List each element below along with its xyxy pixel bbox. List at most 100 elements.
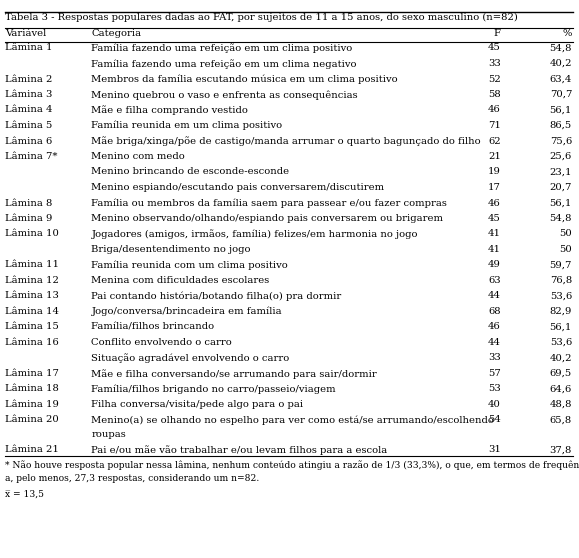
Text: 23,1: 23,1 <box>549 167 572 176</box>
Text: Lâmina 3: Lâmina 3 <box>5 90 52 99</box>
Text: 53,6: 53,6 <box>550 291 572 301</box>
Text: Lâmina 17: Lâmina 17 <box>5 369 59 378</box>
Text: Variável: Variável <box>5 28 46 37</box>
Text: Família fazendo uma refeição em um clima positivo: Família fazendo uma refeição em um clima… <box>91 44 353 54</box>
Text: 53,6: 53,6 <box>550 338 572 347</box>
Text: Lâmina 10: Lâmina 10 <box>5 229 59 238</box>
Text: 76,8: 76,8 <box>550 276 572 285</box>
Text: 56,1: 56,1 <box>549 199 572 208</box>
Text: Tabela 3 - Respostas populares dadas ao FAT, por sujeitos de 11 a 15 anos, do se: Tabela 3 - Respostas populares dadas ao … <box>5 12 518 22</box>
Text: 40,2: 40,2 <box>549 354 572 363</box>
Text: 50: 50 <box>559 245 572 254</box>
Text: Lâmina 20: Lâmina 20 <box>5 416 58 425</box>
Text: Lâmina 2: Lâmina 2 <box>5 75 52 84</box>
Text: Família/filhos brigando no carro/passeio/viagem: Família/filhos brigando no carro/passeio… <box>91 384 336 394</box>
Text: 57: 57 <box>488 369 501 378</box>
Text: 63: 63 <box>488 276 501 285</box>
Text: 63,4: 63,4 <box>549 75 572 84</box>
Text: Menino espiando/escutando pais conversarem/discutirem: Menino espiando/escutando pais conversar… <box>91 183 384 192</box>
Text: 20,7: 20,7 <box>549 183 572 192</box>
Text: 19: 19 <box>488 167 501 176</box>
Text: 46: 46 <box>488 323 501 331</box>
Text: 65,8: 65,8 <box>550 416 572 425</box>
Text: 40: 40 <box>488 400 501 409</box>
Text: %: % <box>563 28 572 37</box>
Text: 33: 33 <box>488 354 501 363</box>
Text: Lâmina 16: Lâmina 16 <box>5 338 58 347</box>
Text: 25,6: 25,6 <box>550 152 572 161</box>
Text: 75,6: 75,6 <box>550 137 572 146</box>
Text: 46: 46 <box>488 105 501 114</box>
Text: 53: 53 <box>488 384 501 393</box>
Text: 62: 62 <box>488 137 501 146</box>
Text: 17: 17 <box>488 183 501 192</box>
Text: Lâmina 7*: Lâmina 7* <box>5 152 57 161</box>
Text: Mãe e filha conversando/se arrumando para sair/dormir: Mãe e filha conversando/se arrumando par… <box>91 369 378 379</box>
Text: 45: 45 <box>488 44 501 52</box>
Text: Família reunida em um clima positivo: Família reunida em um clima positivo <box>91 121 283 131</box>
Text: Lâmina 6: Lâmina 6 <box>5 137 52 146</box>
Text: 46: 46 <box>488 199 501 208</box>
Text: Pai e/ou mãe vão trabalhar e/ou levam filhos para a escola: Pai e/ou mãe vão trabalhar e/ou levam fi… <box>91 445 388 455</box>
Text: 41: 41 <box>488 245 501 254</box>
Text: Situação agradável envolvendo o carro: Situação agradável envolvendo o carro <box>91 354 290 363</box>
Text: 40,2: 40,2 <box>549 59 572 68</box>
Text: Menino brincando de esconde-esconde: Menino brincando de esconde-esconde <box>91 167 290 176</box>
Text: 44: 44 <box>488 338 501 347</box>
Text: 21: 21 <box>488 152 501 161</box>
Text: Menino observando/olhando/espiando pais conversarem ou brigarem: Menino observando/olhando/espiando pais … <box>91 214 444 223</box>
Text: 33: 33 <box>488 59 501 68</box>
Text: F: F <box>494 28 501 37</box>
Text: * Não houve resposta popular nessa lâmina, nenhum conteúdo atingiu a razão de 1/: * Não houve resposta popular nessa lâmin… <box>5 460 579 470</box>
Text: 31: 31 <box>488 445 501 455</box>
Text: Lâmina 19: Lâmina 19 <box>5 400 59 409</box>
Text: Lâmina 21: Lâmina 21 <box>5 445 59 455</box>
Text: Família fazendo uma refeição em um clima negativo: Família fazendo uma refeição em um clima… <box>91 59 357 69</box>
Text: Mãe e filha comprando vestido: Mãe e filha comprando vestido <box>91 105 248 116</box>
Text: 45: 45 <box>488 214 501 223</box>
Text: Lâmina 9: Lâmina 9 <box>5 214 52 223</box>
Text: Lâmina 15: Lâmina 15 <box>5 323 59 331</box>
Text: Lâmina 8: Lâmina 8 <box>5 199 52 208</box>
Text: 50: 50 <box>559 229 572 238</box>
Text: 82,9: 82,9 <box>549 307 572 316</box>
Text: Briga/desentendimento no jogo: Briga/desentendimento no jogo <box>91 245 251 254</box>
Text: Lâmina 11: Lâmina 11 <box>5 261 59 270</box>
Text: 54,8: 54,8 <box>549 44 572 52</box>
Text: 69,5: 69,5 <box>550 369 572 378</box>
Text: 58: 58 <box>488 90 501 99</box>
Text: 64,6: 64,6 <box>550 384 572 393</box>
Text: Família reunida com um clima positivo: Família reunida com um clima positivo <box>91 261 288 270</box>
Text: Lâmina 1: Lâmina 1 <box>5 44 53 52</box>
Text: Categoria: Categoria <box>91 28 142 37</box>
Text: 59,7: 59,7 <box>549 261 572 270</box>
Text: 56,1: 56,1 <box>549 105 572 114</box>
Text: 41: 41 <box>488 229 501 238</box>
Text: Mãe briga/xinga/põe de castigo/manda arrumar o quarto bagunçado do filho: Mãe briga/xinga/põe de castigo/manda arr… <box>91 137 481 146</box>
Text: Lâmina 4: Lâmina 4 <box>5 105 53 114</box>
Text: Filha conversa/visita/pede algo para o pai: Filha conversa/visita/pede algo para o p… <box>91 400 303 409</box>
Text: Lâmina 14: Lâmina 14 <box>5 307 59 316</box>
Text: Pai contando história/botando filha(o) pra dormir: Pai contando história/botando filha(o) p… <box>91 291 342 301</box>
Text: Menino(a) se olhando no espelho para ver como está/se arrumando/escolhendo: Menino(a) se olhando no espelho para ver… <box>91 416 494 425</box>
Text: 44: 44 <box>488 291 501 301</box>
Text: 68: 68 <box>488 307 501 316</box>
Text: Membros da família escutando música em um clima positivo: Membros da família escutando música em u… <box>91 75 398 84</box>
Text: 49: 49 <box>488 261 501 270</box>
Text: Jogo/conversa/brincadeira em família: Jogo/conversa/brincadeira em família <box>91 307 282 316</box>
Text: Lâmina 13: Lâmina 13 <box>5 291 59 301</box>
Text: 54: 54 <box>488 416 501 425</box>
Text: 54,8: 54,8 <box>549 214 572 223</box>
Text: Lâmina 5: Lâmina 5 <box>5 121 52 130</box>
Text: 70,7: 70,7 <box>549 90 572 99</box>
Text: Família ou membros da família saem para passear e/ou fazer compras: Família ou membros da família saem para … <box>91 199 448 208</box>
Text: Menina com dificuldades escolares: Menina com dificuldades escolares <box>91 276 270 285</box>
Text: 37,8: 37,8 <box>549 445 572 455</box>
Text: 52: 52 <box>488 75 501 84</box>
Text: Família/filhos brincando: Família/filhos brincando <box>91 323 215 331</box>
Text: a, pelo menos, 27,3 respostas, considerando um n=82.: a, pelo menos, 27,3 respostas, considera… <box>5 474 259 483</box>
Text: roupas: roupas <box>91 430 126 439</box>
Text: Lâmina 12: Lâmina 12 <box>5 276 59 285</box>
Text: Lâmina 18: Lâmina 18 <box>5 384 59 393</box>
Text: 86,5: 86,5 <box>550 121 572 130</box>
